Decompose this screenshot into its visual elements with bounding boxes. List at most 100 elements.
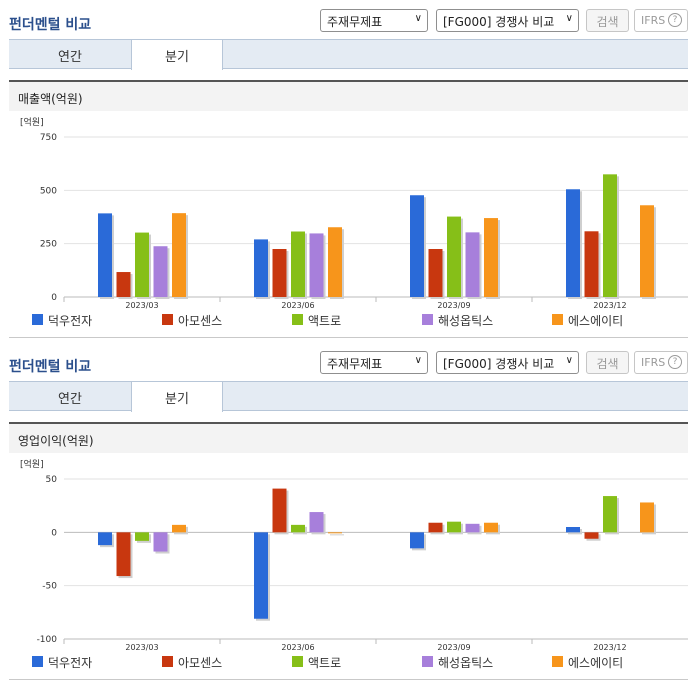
bar	[309, 233, 324, 297]
bar	[254, 239, 268, 297]
bar	[640, 205, 654, 297]
bar	[172, 524, 186, 533]
group-select[interactable]: [FG000] 경쟁사 비교 ∨	[436, 9, 579, 32]
bar	[484, 218, 498, 297]
legend-swatch	[32, 314, 43, 325]
legend-swatch	[422, 656, 433, 667]
statement-select[interactable]: 주재무제표 ∨	[320, 351, 428, 374]
bar	[410, 532, 424, 549]
operating-profit-chart: [억원] -100 -50 0 50 2023/03 2023/06 2023/09 2023/…	[20, 458, 688, 652]
legend-swatch	[162, 314, 173, 325]
bar	[484, 522, 498, 533]
chart-title: 영업이익(억원)	[9, 422, 688, 453]
bar	[465, 232, 480, 297]
legend-item: 액트로	[292, 654, 341, 671]
bar	[603, 496, 617, 533]
bar	[272, 249, 287, 297]
ifrs-button[interactable]: IFRS ?	[634, 9, 688, 32]
tab-annual[interactable]: 연간	[58, 392, 82, 407]
bar	[447, 521, 461, 533]
x-tick-label: 2023/03	[125, 301, 158, 310]
bar	[410, 195, 424, 297]
bar	[640, 502, 654, 533]
group-select[interactable]: [FG000] 경쟁사 비교 ∨	[436, 351, 579, 374]
x-tick-label: 2023/03	[125, 643, 158, 652]
period-tabs: 연간 분기	[9, 39, 688, 70]
bar	[291, 524, 305, 533]
y-tick-label: 50	[46, 475, 58, 485]
legend-swatch	[552, 656, 563, 667]
chart-box: 영업이익(억원) [억원] -100 -50 0 50 2023/03 2023/06 202…	[9, 422, 688, 680]
group-select-value: [FG000] 경쟁사 비교	[443, 15, 555, 29]
x-tick-label: 2023/12	[593, 643, 626, 652]
legend-label: 해성옵틱스	[438, 656, 494, 670]
legend-label: 에스에이티	[568, 314, 624, 328]
panel-title: 펀더멘털 비교	[9, 359, 92, 375]
help-icon[interactable]: ?	[668, 355, 682, 369]
statement-select-value: 주재무제표	[327, 15, 383, 29]
legend-label: 해성옵틱스	[438, 314, 494, 328]
panel-title: 펀더멘털 비교	[9, 17, 92, 33]
y-tick-label: 0	[51, 293, 57, 303]
bar	[135, 532, 149, 541]
legend-item: 해성옵틱스	[422, 654, 493, 671]
bar	[272, 488, 287, 533]
bar	[328, 227, 342, 297]
statement-select-value: 주재무제표	[327, 357, 383, 371]
legend-item: 덕우전자	[32, 312, 92, 329]
search-button[interactable]: 검색	[586, 9, 629, 32]
bar	[428, 249, 443, 297]
x-tick-label: 2023/12	[593, 301, 626, 310]
legend-swatch	[292, 656, 303, 667]
bar	[116, 272, 131, 297]
chart-title: 매출액(억원)	[9, 80, 688, 111]
legend-swatch	[32, 656, 43, 667]
chart-legend: 덕우전자 아모센스 액트로 해성옵틱스 에스에이티	[32, 312, 682, 328]
legend-label: 액트로	[308, 656, 342, 670]
bar	[584, 532, 599, 539]
legend-label: 덕우전자	[48, 314, 93, 328]
y-tick-label: 750	[40, 133, 57, 143]
legend-item: 에스에이티	[552, 654, 623, 671]
bar	[465, 523, 480, 533]
bar	[428, 522, 443, 533]
tab-annual[interactable]: 연간	[58, 50, 82, 65]
y-tick-label: -50	[42, 582, 57, 592]
legend-swatch	[422, 314, 433, 325]
legend-swatch	[552, 314, 563, 325]
bar	[116, 532, 131, 577]
bar	[603, 174, 617, 297]
help-icon[interactable]: ?	[668, 13, 682, 27]
y-tick-label: 0	[51, 528, 57, 538]
bar	[172, 213, 186, 297]
legend-label: 아모센스	[178, 314, 223, 328]
search-button[interactable]: 검색	[586, 351, 629, 374]
panel-header: 펀더멘털 비교 주재무제표 ∨ [FG000] 경쟁사 비교 ∨ 검색 IFRS…	[0, 0, 696, 40]
legend-item: 아모센스	[162, 312, 222, 329]
bar	[254, 532, 268, 619]
x-tick-label: 2023/09	[437, 643, 470, 652]
legend-item: 에스에이티	[552, 312, 623, 329]
chart-legend: 덕우전자 아모센스 액트로 해성옵틱스 에스에이티	[32, 654, 682, 670]
bar	[153, 532, 168, 552]
chevron-down-icon: ∨	[565, 355, 573, 366]
legend-swatch	[292, 314, 303, 325]
bar	[584, 231, 599, 297]
tab-quarterly[interactable]: 분기	[131, 382, 223, 412]
legend-label: 에스에이티	[568, 656, 624, 670]
tab-quarterly[interactable]: 분기	[131, 40, 223, 70]
legend-label: 덕우전자	[48, 656, 93, 670]
statement-select[interactable]: 주재무제표 ∨	[320, 9, 428, 32]
bar	[566, 527, 580, 533]
bar-shadow	[330, 534, 344, 536]
bar	[153, 246, 168, 297]
legend-item: 덕우전자	[32, 654, 92, 671]
ifrs-label: IFRS	[641, 356, 666, 369]
legend-item: 아모센스	[162, 654, 222, 671]
legend-label: 액트로	[308, 314, 342, 328]
legend-item: 액트로	[292, 312, 341, 329]
ifrs-button[interactable]: IFRS ?	[634, 351, 688, 374]
bar	[309, 512, 324, 533]
y-tick-label: 500	[40, 186, 57, 196]
y-tick-label: 250	[40, 240, 57, 250]
